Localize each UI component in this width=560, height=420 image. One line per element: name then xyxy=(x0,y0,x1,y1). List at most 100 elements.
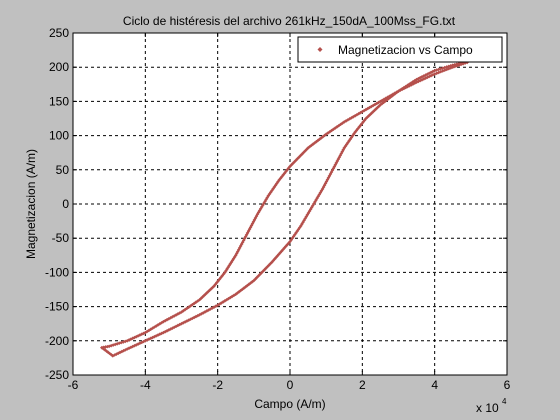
data-point xyxy=(367,105,372,110)
data-point xyxy=(205,291,209,295)
data-point xyxy=(125,339,130,343)
data-point xyxy=(360,109,365,114)
data-point xyxy=(383,99,388,103)
data-point xyxy=(316,138,320,143)
data-point xyxy=(356,111,361,116)
data-point xyxy=(158,322,162,326)
data-point xyxy=(177,322,182,327)
data-point xyxy=(181,309,186,313)
data-point xyxy=(264,197,268,202)
data-point xyxy=(112,353,117,357)
data-point xyxy=(331,166,336,171)
data-point xyxy=(409,81,413,85)
x-tick-label: -2 xyxy=(212,378,223,392)
data-point xyxy=(304,147,309,152)
data-point xyxy=(312,141,317,145)
data-point xyxy=(213,282,218,287)
y-tick-label: -150 xyxy=(45,300,69,314)
data-point xyxy=(310,203,315,208)
data-point xyxy=(291,234,296,239)
data-point xyxy=(103,348,107,352)
data-point xyxy=(234,251,239,256)
data-point xyxy=(248,281,253,285)
data-point xyxy=(348,137,353,141)
data-point xyxy=(279,249,284,253)
data-point xyxy=(326,175,331,180)
data-point xyxy=(402,85,406,90)
data-point xyxy=(446,64,451,69)
data-point xyxy=(130,336,135,341)
data-point xyxy=(325,177,330,182)
data-point xyxy=(214,304,218,308)
data-point xyxy=(295,229,300,233)
x-tick-label: -4 xyxy=(140,378,151,392)
data-point xyxy=(277,252,281,257)
data-point xyxy=(181,321,186,325)
data-point xyxy=(256,210,261,215)
data-point xyxy=(223,299,227,303)
data-point xyxy=(295,156,300,161)
plot-border xyxy=(72,32,508,376)
data-point xyxy=(174,313,178,317)
data-point xyxy=(230,294,234,299)
data-point xyxy=(123,339,128,344)
data-point xyxy=(267,263,271,268)
legend-label: Magnetizacion vs Campo xyxy=(338,43,473,57)
data-point xyxy=(431,73,435,77)
data-point xyxy=(250,221,255,226)
data-point xyxy=(219,275,223,280)
data-point xyxy=(161,319,166,324)
data-point xyxy=(434,71,439,76)
data-point xyxy=(190,302,195,307)
data-point xyxy=(200,295,205,299)
data-point xyxy=(273,183,278,188)
data-point xyxy=(312,201,316,206)
data-point xyxy=(284,169,288,174)
x-tick-label: 0 xyxy=(287,378,294,392)
data-point xyxy=(303,149,307,153)
data-point xyxy=(161,330,166,335)
data-point xyxy=(332,164,337,169)
data-point xyxy=(167,328,171,332)
data-point xyxy=(313,200,317,204)
data-point xyxy=(143,339,148,343)
data-point xyxy=(341,147,346,152)
data-point xyxy=(150,335,155,340)
data-point xyxy=(306,146,310,150)
data-point xyxy=(323,181,328,186)
data-point xyxy=(361,120,366,124)
data-point xyxy=(301,220,305,224)
data-point xyxy=(212,284,216,288)
data-point xyxy=(121,340,126,344)
data-point xyxy=(307,209,312,213)
data-point xyxy=(271,258,276,263)
data-point xyxy=(293,232,297,237)
data-point xyxy=(314,139,319,144)
data-point xyxy=(411,82,415,86)
data-point xyxy=(150,326,155,331)
data-point xyxy=(259,205,264,209)
data-point xyxy=(391,93,396,97)
data-point xyxy=(163,318,168,323)
legend-box xyxy=(297,36,503,63)
y-tick-label: -200 xyxy=(45,334,69,348)
data-point xyxy=(168,316,173,320)
data-point xyxy=(352,132,356,136)
grid-lines xyxy=(73,33,507,375)
data-point xyxy=(367,113,371,118)
data-point xyxy=(436,67,441,72)
data-point xyxy=(190,316,195,321)
data-point xyxy=(203,292,208,297)
legend-marker xyxy=(317,47,323,52)
data-points xyxy=(100,59,470,358)
data-point xyxy=(138,333,142,337)
data-point xyxy=(165,317,169,322)
data-point xyxy=(208,307,213,311)
data-point xyxy=(319,136,324,140)
data-point xyxy=(147,328,151,333)
data-point xyxy=(315,196,319,200)
data-point xyxy=(201,311,205,315)
data-point xyxy=(224,268,228,273)
legend-marker-shape xyxy=(317,47,323,52)
